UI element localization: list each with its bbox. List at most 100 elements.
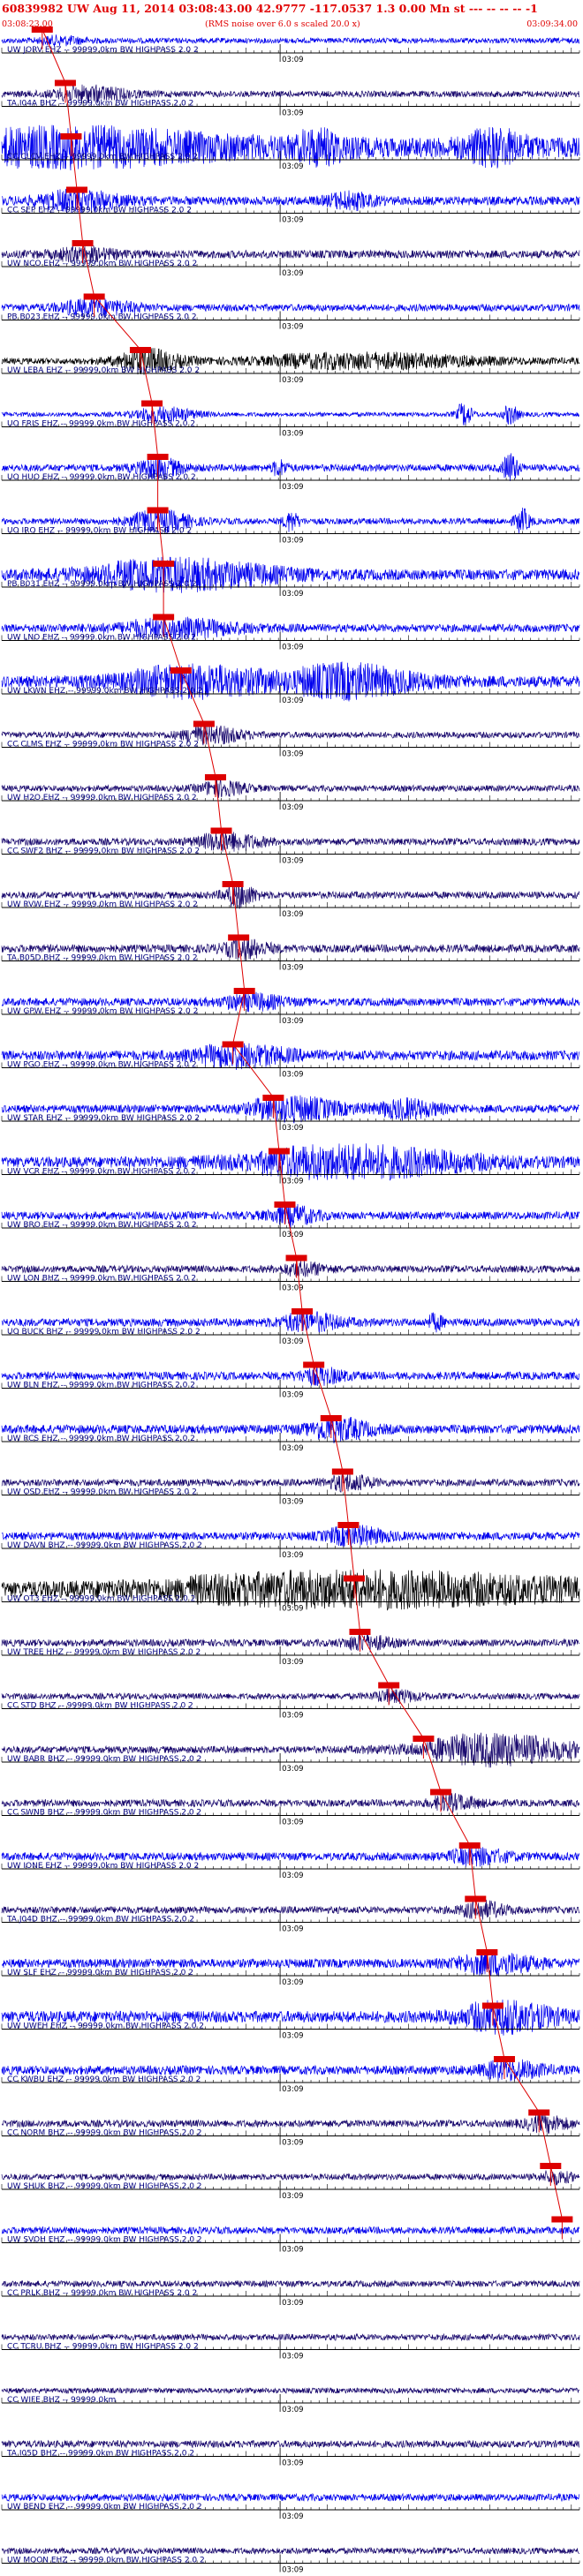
trace-waveform <box>1 556 580 593</box>
trace-waveform <box>1 1793 580 1813</box>
minute-label: 03:09 <box>282 56 304 64</box>
minute-label: 03:09 <box>282 2299 304 2308</box>
trace-waveform <box>1 938 580 960</box>
station-label: UW H2O EHZ -- 99999.0km BW HIGHPASS 2.0 … <box>7 794 197 802</box>
start-time: 03:08:23.00 <box>2 19 53 29</box>
station-label: CC SWF2 BHZ -- 99999.0km BW HIGHPASS 2.0… <box>7 847 200 856</box>
trace-waveform <box>1 298 580 318</box>
trace-waveform <box>1 2332 580 2342</box>
trace-waveform <box>1 2279 580 2288</box>
trace-waveform <box>1 616 580 640</box>
trace-waveform <box>1 245 580 263</box>
minute-label: 03:09 <box>282 1712 304 1721</box>
minute-label: 03:09 <box>282 644 304 652</box>
minute-label: 03:09 <box>282 2459 304 2468</box>
station-label: CC NORM BHZ -- 99999.0km BW HIGHPASS 2.0… <box>7 2129 201 2138</box>
minute-label: 03:09 <box>282 1124 304 1133</box>
minute-label: 03:09 <box>282 1391 304 1400</box>
trace-waveform <box>1 2439 580 2449</box>
station-label: PB B031 EHZ -- 99999.0km BW HIGHPASS 2.0… <box>7 580 197 589</box>
minute-label: 03:09 <box>282 162 304 171</box>
minute-label: 03:09 <box>282 1284 304 1293</box>
trace-waveform <box>1 453 580 482</box>
trace-waveform <box>1 830 580 852</box>
trace-waveform <box>1 2058 580 2082</box>
station-label: TA I04A BHZ -- 99999.0km BW HIGHPASS 2.0… <box>6 100 193 109</box>
trace-waveform <box>1 84 580 104</box>
minute-label: 03:09 <box>282 1498 304 1507</box>
trace-waveform <box>1 991 580 1013</box>
trace-waveform <box>1 124 580 171</box>
minute-label: 03:09 <box>282 1231 304 1239</box>
trace-waveform <box>1 1416 580 1443</box>
station-label: UO IRO EHZ -- 99999.0km BW HIGHPASS 2.0 … <box>7 527 192 536</box>
minute-label: 03:09 <box>282 430 304 439</box>
station-label: UW RCS EHZ -- 99999.0km BW HIGHPASS 2.0 … <box>7 1435 195 1443</box>
end-time: 03:09:34.00 <box>526 19 578 29</box>
minute-label: 03:09 <box>282 216 304 225</box>
station-label: UW LON BHZ -- 99999.0km BW HIGHPASS 2.0 … <box>7 1275 196 1284</box>
trace-waveform <box>1 1473 580 1493</box>
trace-waveform <box>1 2169 580 2187</box>
station-label: UW BABR BHZ -- 99999.0km BW HIGHPASS 2.0… <box>7 1755 201 1764</box>
minute-label: 03:09 <box>282 2512 304 2521</box>
trace-waveform <box>1 188 580 215</box>
station-label: UW BLN EHZ -- 99999.0km BW HIGHPASS 2.0 … <box>7 1382 195 1390</box>
station-label: UW SVOH EHZ -- 99999.0km BW HIGHPASS 2.0… <box>7 2236 202 2245</box>
station-label: TA J04D BHZ -- 99999.0km BW HIGHPASS 2.0… <box>6 1916 194 1924</box>
trace-waveform <box>1 1846 580 1867</box>
minute-label: 03:09 <box>282 483 304 492</box>
minute-label: 03:09 <box>282 964 304 973</box>
station-label: UO FRIS EHZ -- 99999.0km BW HIGHPASS 2.0… <box>7 420 195 429</box>
trace-waveform <box>1 1688 580 1705</box>
station-label: CC SWNB BHZ -- 99999.0km BW HIGHPASS 2.0… <box>7 1809 201 1818</box>
station-label: TA I05D BHZ -- 99999.0km BW HIGHPASS 2.0… <box>6 2450 194 2459</box>
minute-label: 03:09 <box>282 376 304 385</box>
station-label: PB B023 EHZ -- 99999.0km BW HIGHPASS 2.0… <box>7 313 197 322</box>
station-label: UW DAVN BHZ -- 99999.0km BW HIGHPASS 2.0… <box>7 1541 202 1550</box>
station-label: UW OSD EHZ -- 99999.0km BW HIGHPASS 2.0 … <box>7 1488 197 1497</box>
station-label: UW NCO EHZ -- 99999.0km BW HIGHPASS 2.0 … <box>7 260 197 268</box>
station-label: UW OT3 EHZ -- 99999.0km BW HIGHPASS 2.0 … <box>7 1595 195 1604</box>
trace-waveform <box>1 724 580 746</box>
trace-waveform <box>1 1365 579 1387</box>
station-label: UW SHUK BHZ -- 99999.0km BW HIGHPASS 2.0… <box>7 2182 202 2191</box>
trace-waveform <box>1 2000 580 2036</box>
minute-label: 03:09 <box>282 269 304 278</box>
station-label: CC SEP EHZ -- 99999.0km BW HIGHPASS 2.0 … <box>7 207 192 215</box>
minute-label: 03:09 <box>282 2032 304 2041</box>
trace-waveform <box>1 882 580 909</box>
minute-label: 03:09 <box>282 590 304 599</box>
trace-waveform <box>1 403 580 426</box>
trace-waveform <box>1 1524 580 1548</box>
station-label: UW BEND EHZ -- 99999.0km BW HIGHPASS 2.0… <box>7 2503 202 2512</box>
trace-waveform <box>1 348 580 375</box>
station-label: UW RVW EHZ -- 99999.0km BW HIGHPASS 2.0 … <box>7 900 198 909</box>
station-label: UW MOON EHZ -- 99999.0km BW HIGHPASS 2.0… <box>7 2557 205 2565</box>
trace-waveform <box>1 1260 580 1277</box>
trace-waveform <box>1 1732 580 1768</box>
trace-waveform <box>1 1899 580 1920</box>
trace-waveform <box>1 2226 580 2235</box>
station-label: UW IONE EHZ -- 99999.0km BW HIGHPASS 2.0… <box>7 1862 199 1871</box>
minute-label: 03:09 <box>282 109 304 118</box>
minute-label: 03:09 <box>282 537 304 546</box>
trace-waveform <box>1 1143 580 1181</box>
station-label: UO HUO EHZ -- 99999.0km BW HIGHPASS 2.0 … <box>7 473 196 482</box>
plot-header: 60839982 UW Aug 11, 2014 03:08:43.00 42.… <box>0 0 583 35</box>
station-label: CC TCRU BHZ -- 99999.0km BW HIGHPASS 2.0… <box>7 2343 199 2352</box>
trace-waveform <box>1 507 580 534</box>
station-label: UW SLF EHZ -- 99999.0km BW HIGHPASS 2.0 … <box>7 1969 193 1977</box>
minute-label: 03:09 <box>282 1819 304 1827</box>
minute-label: 03:09 <box>282 1872 304 1880</box>
minute-label: 03:09 <box>282 2192 304 2201</box>
station-label: UW TREE HHZ -- 99999.0km BW HIGHPASS 2.0… <box>7 1648 201 1657</box>
minute-label: 03:09 <box>282 323 304 332</box>
station-label: UW BRO EHZ -- 99999.0km BW HIGHPASS 2.0 … <box>7 1221 197 1230</box>
station-label: UW GPW EHZ -- 99999.0km BW HIGHPASS 2.0 … <box>7 1007 198 1016</box>
minute-label: 03:09 <box>282 1925 304 1934</box>
station-label: UW LNO EHZ -- 99999.0km BW HIGHPASS 2.0 … <box>7 634 196 643</box>
minute-label: 03:09 <box>282 697 304 705</box>
station-label: UW VCR EHZ -- 99999.0km BW HIGHPASS 2.0 … <box>7 1168 196 1177</box>
